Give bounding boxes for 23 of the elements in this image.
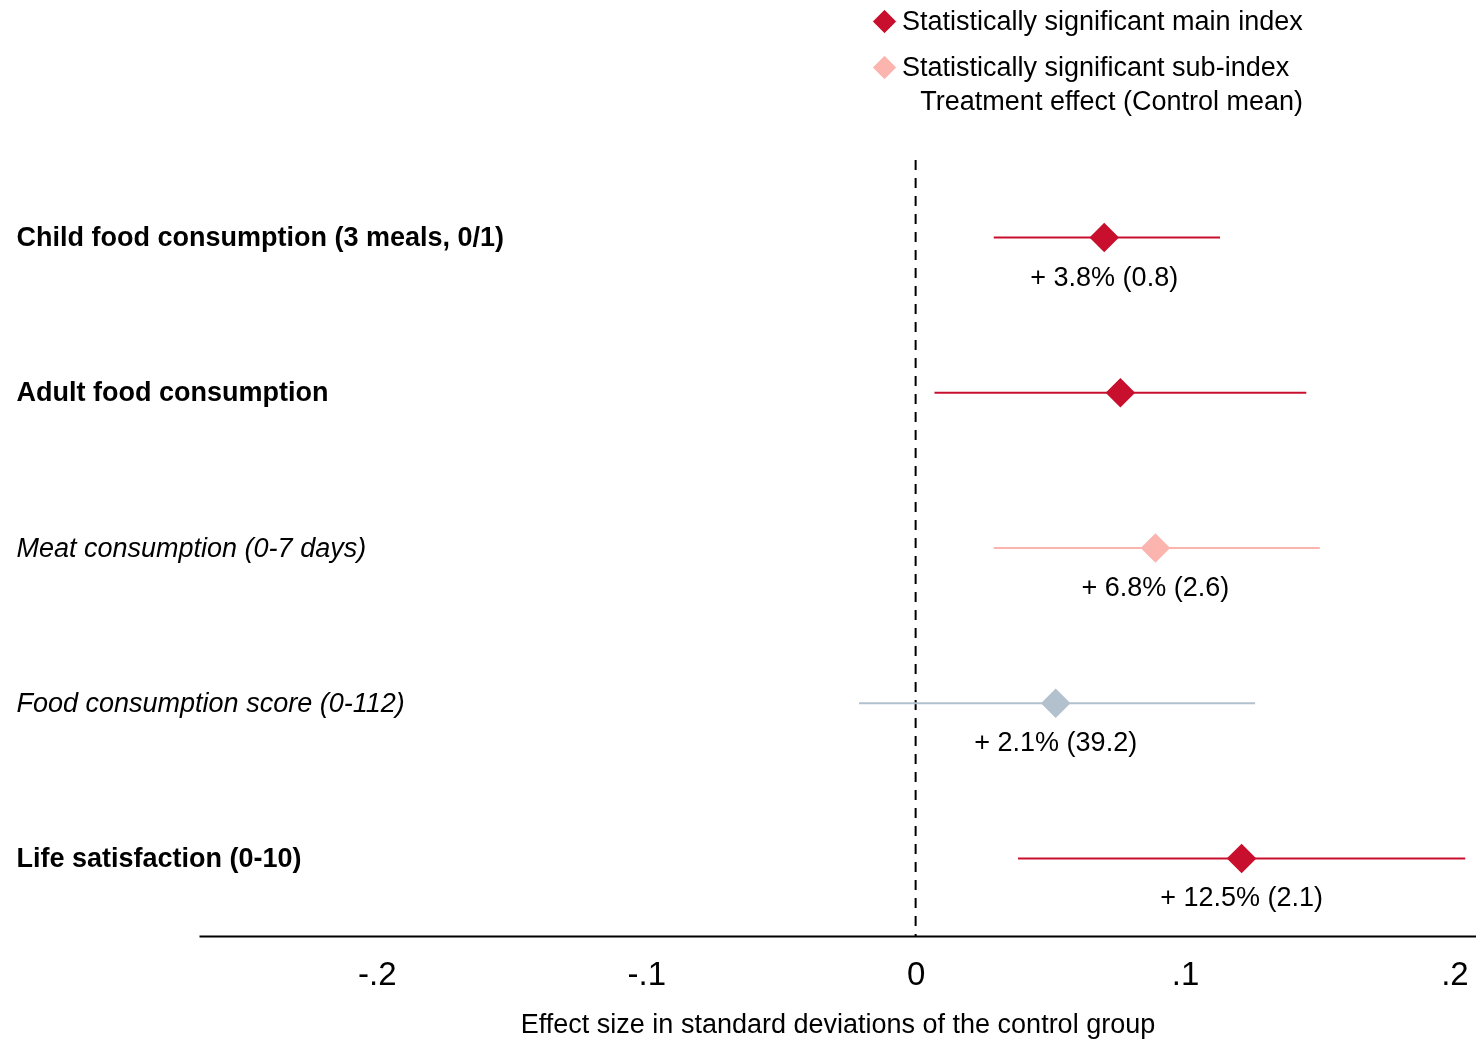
x-tick-label: .2 bbox=[1441, 954, 1469, 992]
data-label: + 3.8% (0.8) bbox=[1030, 261, 1179, 292]
y-tick-label: Food consumption score (0-112) bbox=[16, 687, 405, 718]
data-label: + 6.8% (2.6) bbox=[1081, 572, 1230, 602]
x-tick-label: 0 bbox=[906, 954, 926, 992]
legend-title: Treatment effect (Control mean) bbox=[920, 86, 1303, 116]
y-tick-label: Life satisfaction (0-10) bbox=[16, 842, 302, 873]
legend-label: Statistically significant sub-index bbox=[902, 51, 1290, 82]
point bbox=[1041, 688, 1071, 718]
point bbox=[1089, 223, 1119, 253]
legend-label: Statistically significant main index bbox=[902, 5, 1304, 36]
point bbox=[1227, 843, 1257, 873]
x-tick-label: -.1 bbox=[627, 954, 666, 992]
y-tick-label: Child food consumption (3 meals, 0/1) bbox=[16, 222, 505, 253]
point bbox=[1140, 533, 1170, 563]
x-axis-title: Effect size in standard deviations of the control group bbox=[520, 1008, 1156, 1039]
x-tick-label: .1 bbox=[1171, 954, 1200, 992]
x-tick-label: -.2 bbox=[358, 954, 397, 992]
data-label: + 12.5% (2.1) bbox=[1160, 882, 1324, 913]
data-label: + 2.1% (39.2) bbox=[974, 727, 1138, 758]
point bbox=[1105, 378, 1135, 408]
y-tick-label: Adult food consumption bbox=[16, 377, 329, 408]
y-tick-label: Meat consumption (0-7 days) bbox=[16, 532, 367, 563]
